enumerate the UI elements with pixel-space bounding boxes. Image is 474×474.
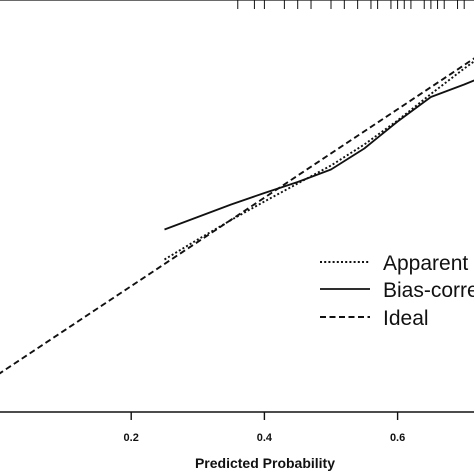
x-tick-label: 0.2 [124, 432, 139, 444]
legend: Apparent Bias-corrected Ideal [320, 252, 474, 330]
x-tick-label: 0.4 [257, 432, 273, 444]
chart-axes [0, 0, 474, 413]
series-line-ideal [0, 57, 474, 375]
x-ticks: 0.20.40.60.8 [124, 412, 405, 444]
legend-label: Apparent [383, 252, 468, 275]
x-axis-title: Predicted Probability [195, 455, 335, 471]
series-lines [0, 57, 474, 375]
legend-label: Ideal [383, 307, 429, 330]
series-line-bias-corrected [164, 79, 474, 231]
x-tick-label: 0.6 [390, 432, 405, 444]
rug-marks [237, 0, 465, 9]
series-line-apparent [164, 60, 474, 261]
legend-label: Bias-corrected [383, 279, 474, 302]
